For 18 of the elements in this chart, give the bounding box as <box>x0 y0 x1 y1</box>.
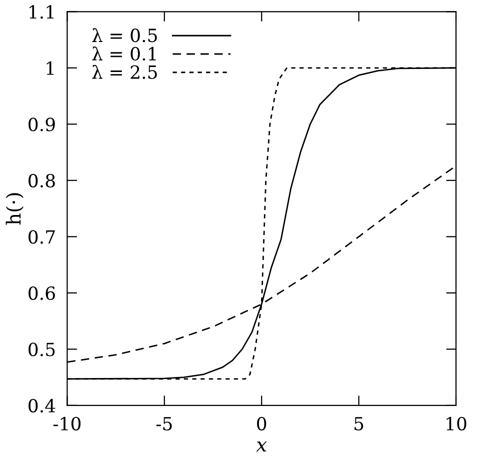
x-tick-label: -5 <box>156 417 172 431</box>
legend-label: λ = 2.5 <box>92 64 157 79</box>
legend-label: λ = 0.1 <box>92 46 156 61</box>
y-tick-label: 0.6 <box>28 286 55 300</box>
y-tick-label: 1.1 <box>30 5 54 19</box>
y-tick-label: 1 <box>46 61 54 75</box>
y-tick-label: 0.9 <box>28 118 55 132</box>
y-axis-title: h(·) <box>6 193 24 225</box>
x-tick-label: 0 <box>257 416 266 431</box>
x-axis-title: x <box>256 441 267 452</box>
legend-label: λ = 0.5 <box>92 28 157 42</box>
x-tick-label: 5 <box>354 417 364 431</box>
y-tick-label: 0.7 <box>28 230 55 244</box>
y-tick-label: 0.5 <box>28 342 55 356</box>
x-tick-label: 10 <box>446 416 466 431</box>
y-tick-label: 0.4 <box>28 398 56 413</box>
x-tick-label: -10 <box>53 416 81 431</box>
y-tick-label: 0.8 <box>28 174 55 188</box>
